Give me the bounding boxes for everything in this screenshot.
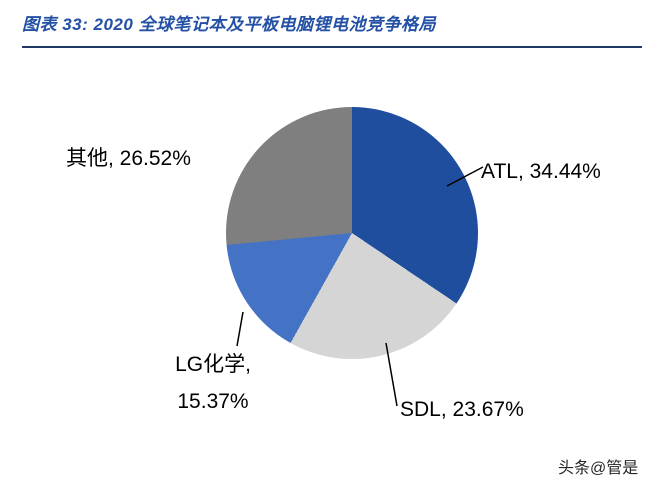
- figure-title: 图表 33: 2020 全球笔记本及平板电脑锂电池竞争格局: [22, 15, 437, 34]
- pie-label-atl: ATL, 34.44%: [481, 160, 601, 183]
- watermark-text: 头条@管是: [558, 460, 639, 477]
- pie-label-sdl: SDL, 23.67%: [400, 398, 524, 421]
- pie-label-lg: LG化学, 15.37%: [175, 353, 251, 413]
- pie-label-other: 其他, 26.52%: [66, 147, 191, 170]
- pie-chart: [226, 107, 478, 359]
- leader-line-lg: [236, 311, 244, 347]
- title-divider: [22, 46, 642, 48]
